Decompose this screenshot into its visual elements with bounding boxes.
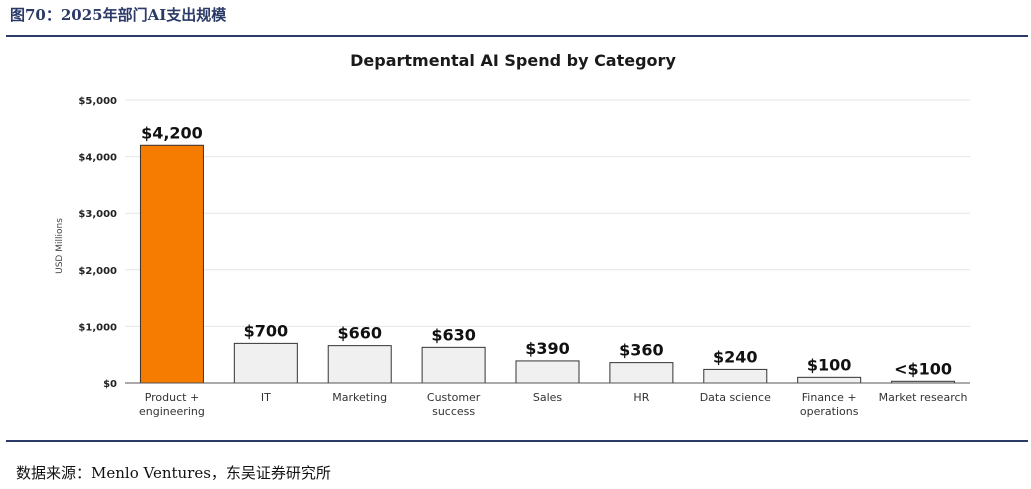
figure-title: 图70：2025年部门AI支出规模 [10, 6, 227, 24]
gridlines [125, 99, 970, 327]
bar [609, 362, 674, 384]
category-label: Finance + [802, 391, 857, 404]
data-label: $4,200 [141, 123, 203, 142]
chart-title: Departmental AI Spend by Category [350, 51, 676, 70]
category-labels: Product +engineering IT Marketing Customers… [139, 391, 967, 418]
source-note: 数据来源：Menlo Ventures，东吴证券研究所 [16, 464, 331, 482]
bar-chart: Departmental AI Spend by Category USD Mi… [55, 51, 970, 418]
top-rule [6, 35, 1028, 37]
data-label: $630 [431, 325, 476, 344]
category-label: IT [261, 391, 271, 404]
y-axis-ticks: $0 $1,000 $2,000 $3,000 $4,000 $5,000 [78, 96, 117, 390]
bar [797, 376, 862, 384]
category-label: Sales [533, 391, 563, 404]
y-tick-label: $4,000 [78, 153, 117, 164]
y-tick-label: $5,000 [78, 96, 117, 107]
bar [515, 360, 580, 384]
data-label: $660 [337, 324, 382, 343]
bottom-rule [6, 440, 1028, 442]
data-label: $100 [807, 355, 852, 374]
y-tick-label: $1,000 [78, 322, 117, 333]
bar [421, 346, 486, 384]
y-tick-label: $3,000 [78, 209, 117, 220]
category-label: Product + [145, 391, 199, 404]
category-label: success [432, 405, 475, 418]
bars [139, 144, 956, 384]
data-label: $390 [525, 339, 570, 358]
data-label: $240 [713, 347, 758, 366]
category-label: Customer [427, 391, 481, 404]
data-label: $360 [619, 341, 664, 360]
category-label: HR [633, 391, 649, 404]
bar [327, 345, 392, 384]
category-label: Marketing [332, 391, 387, 404]
y-tick-label: $0 [103, 379, 117, 390]
category-label: operations [800, 405, 859, 418]
y-axis-label: USD Millions [55, 218, 65, 274]
bar [703, 368, 768, 384]
category-label: Data science [700, 391, 771, 404]
data-label: $700 [244, 321, 289, 340]
category-label: Market research [879, 391, 968, 404]
category-label: engineering [139, 405, 205, 418]
bar [139, 144, 204, 384]
data-label: <$100 [894, 359, 952, 378]
bar [233, 342, 298, 384]
data-labels: $4,200 $700 $660 $630 $390 $360 $240 $100 <$100 [141, 123, 952, 378]
y-tick-label: $2,000 [78, 266, 117, 277]
